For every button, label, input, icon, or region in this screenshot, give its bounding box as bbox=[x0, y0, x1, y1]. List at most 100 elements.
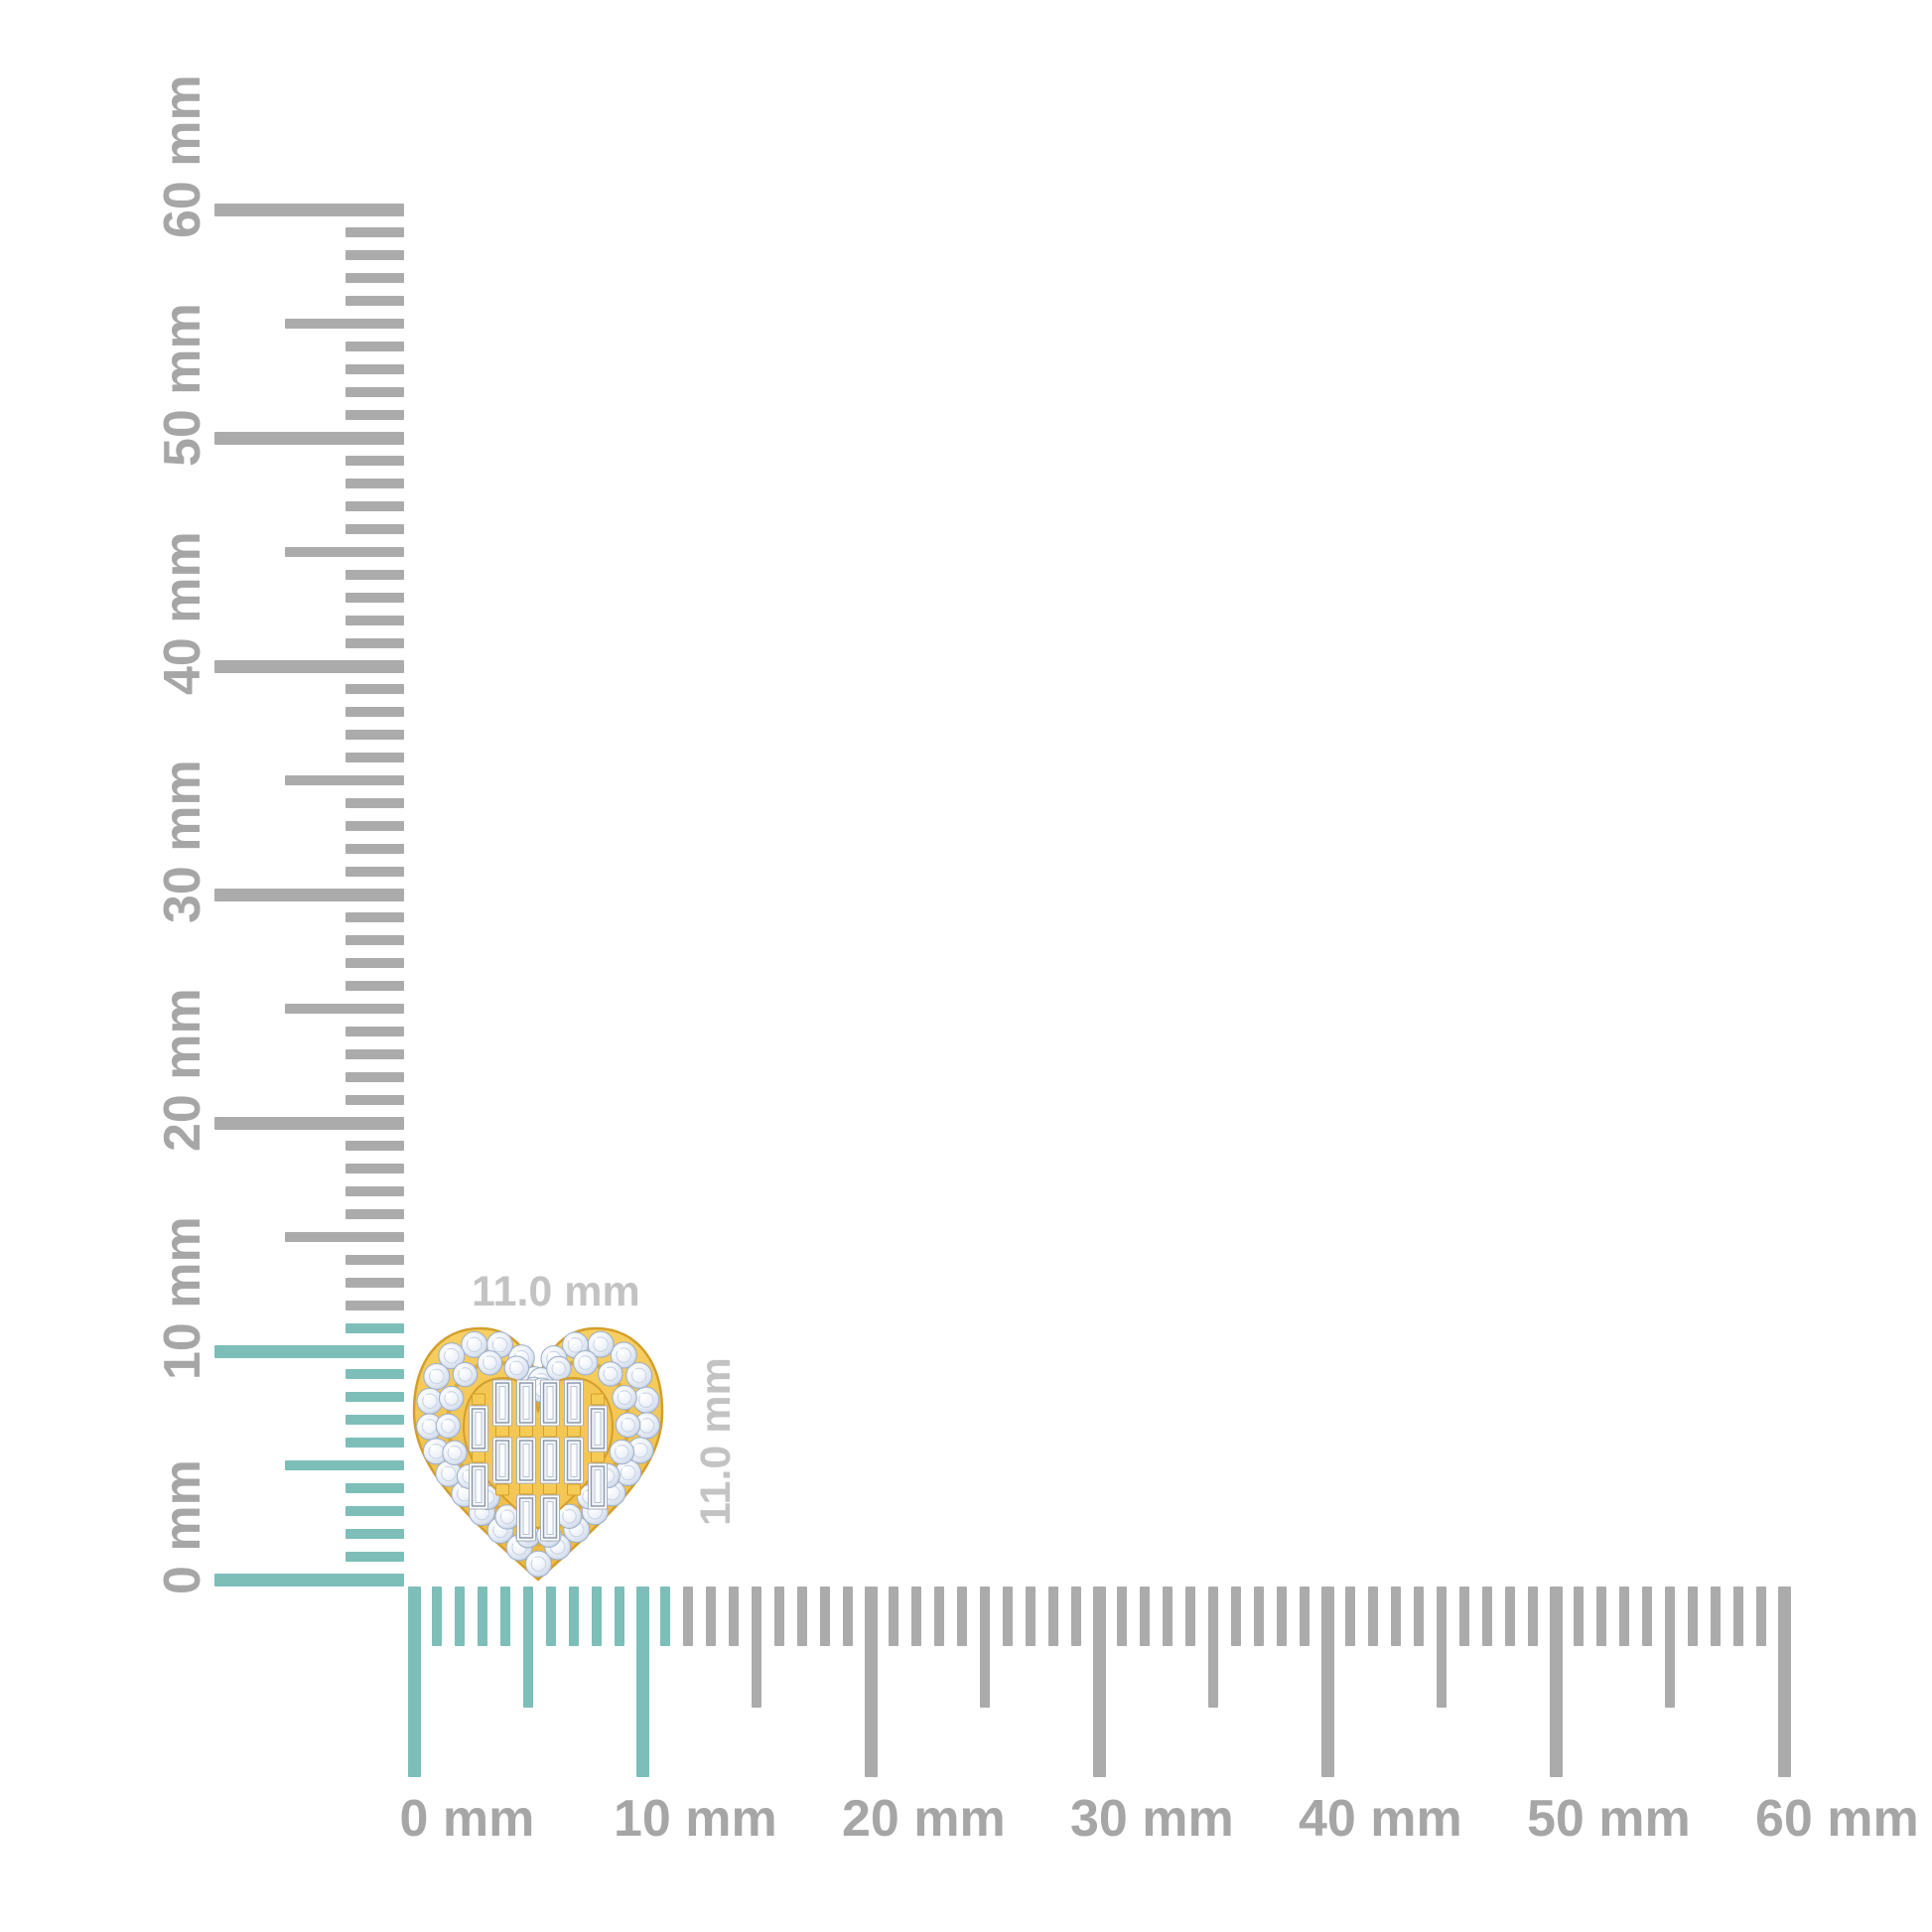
h-ruler-tick-49mm bbox=[1528, 1587, 1538, 1646]
h-ruler-tick-56mm bbox=[1688, 1587, 1698, 1646]
v-ruler-tick-6mm bbox=[345, 1438, 404, 1448]
v-ruler-tick-51mm bbox=[345, 410, 404, 420]
v-ruler-tick-8mm bbox=[345, 1392, 404, 1402]
v-ruler-tick-50mm bbox=[214, 431, 404, 445]
h-ruler-tick-47mm bbox=[1482, 1587, 1492, 1646]
h-ruler-tick-57mm bbox=[1711, 1587, 1721, 1646]
h-ruler-tick-33mm bbox=[1163, 1587, 1173, 1646]
v-ruler-tick-44mm bbox=[345, 570, 404, 580]
h-ruler-tick-52mm bbox=[1596, 1587, 1606, 1646]
h-ruler-tick-44mm bbox=[1414, 1587, 1424, 1646]
v-ruler-tick-9mm bbox=[345, 1369, 404, 1379]
h-ruler-tick-21mm bbox=[889, 1587, 898, 1646]
v-ruler-tick-27mm bbox=[345, 958, 404, 968]
v-ruler-tick-58mm bbox=[345, 250, 404, 260]
h-ruler-tick-42mm bbox=[1368, 1587, 1378, 1646]
h-ruler-tick-10mm bbox=[635, 1587, 649, 1777]
v-ruler-tick-0mm bbox=[214, 1573, 404, 1587]
h-ruler-label-0mm: 0 mm bbox=[399, 1790, 535, 1848]
v-ruler-tick-26mm bbox=[345, 981, 404, 991]
v-ruler-tick-12mm bbox=[345, 1301, 404, 1311]
h-ruler-tick-32mm bbox=[1140, 1587, 1150, 1646]
item-width-dimension-label: 11.0 mm bbox=[472, 1268, 640, 1315]
h-ruler-tick-39mm bbox=[1300, 1587, 1310, 1646]
h-ruler-label-40mm: 40 mm bbox=[1299, 1790, 1462, 1848]
v-ruler-tick-54mm bbox=[345, 342, 404, 351]
h-ruler-tick-15mm bbox=[752, 1587, 761, 1708]
h-ruler-tick-2mm bbox=[455, 1587, 465, 1646]
v-ruler-tick-3mm bbox=[345, 1506, 404, 1516]
h-ruler-tick-27mm bbox=[1026, 1587, 1035, 1646]
v-ruler-tick-20mm bbox=[214, 1116, 404, 1130]
h-ruler-tick-12mm bbox=[683, 1587, 693, 1646]
h-ruler-tick-3mm bbox=[478, 1587, 487, 1646]
h-ruler-tick-26mm bbox=[1003, 1587, 1013, 1646]
v-ruler-tick-25mm bbox=[285, 1004, 404, 1014]
h-ruler-tick-16mm bbox=[774, 1587, 784, 1646]
v-ruler-tick-22mm bbox=[345, 1072, 404, 1082]
v-ruler-tick-55mm bbox=[285, 319, 404, 329]
v-ruler-tick-39mm bbox=[345, 684, 404, 694]
v-ruler-tick-10mm bbox=[214, 1344, 404, 1358]
h-ruler-tick-59mm bbox=[1756, 1587, 1766, 1646]
h-ruler-tick-23mm bbox=[934, 1587, 944, 1646]
v-ruler-tick-46mm bbox=[345, 524, 404, 534]
h-ruler-tick-53mm bbox=[1619, 1587, 1629, 1646]
h-ruler-tick-48mm bbox=[1505, 1587, 1515, 1646]
h-ruler-tick-50mm bbox=[1549, 1587, 1563, 1777]
h-ruler-tick-38mm bbox=[1277, 1587, 1287, 1646]
v-ruler-tick-31mm bbox=[345, 867, 404, 877]
h-ruler-tick-14mm bbox=[729, 1587, 739, 1646]
v-ruler-tick-49mm bbox=[345, 456, 404, 466]
h-ruler-tick-41mm bbox=[1345, 1587, 1355, 1646]
h-ruler-tick-46mm bbox=[1459, 1587, 1469, 1646]
h-ruler-tick-0mm bbox=[407, 1587, 421, 1777]
h-ruler-tick-11mm bbox=[660, 1587, 670, 1646]
v-ruler-tick-30mm bbox=[214, 888, 404, 901]
v-ruler-tick-24mm bbox=[345, 1027, 404, 1036]
heart-stud-svg bbox=[412, 1326, 664, 1582]
v-ruler-tick-53mm bbox=[345, 364, 404, 374]
v-ruler-tick-57mm bbox=[345, 273, 404, 283]
v-ruler-tick-14mm bbox=[345, 1255, 404, 1265]
h-ruler-tick-35mm bbox=[1208, 1587, 1218, 1708]
h-ruler-tick-22mm bbox=[911, 1587, 921, 1646]
v-ruler-tick-45mm bbox=[285, 547, 404, 557]
h-ruler-tick-40mm bbox=[1320, 1587, 1334, 1777]
v-ruler-tick-35mm bbox=[285, 775, 404, 785]
h-ruler-tick-28mm bbox=[1048, 1587, 1058, 1646]
v-ruler-tick-21mm bbox=[345, 1095, 404, 1105]
v-ruler-tick-47mm bbox=[345, 501, 404, 511]
product-image-heart-diamond-stud bbox=[411, 1320, 665, 1587]
v-ruler-tick-37mm bbox=[345, 730, 404, 740]
h-ruler-tick-55mm bbox=[1665, 1587, 1675, 1708]
v-ruler-tick-56mm bbox=[345, 296, 404, 306]
v-ruler-tick-29mm bbox=[345, 912, 404, 922]
v-ruler-tick-28mm bbox=[345, 935, 404, 945]
h-ruler-label-60mm: 60 mm bbox=[1755, 1790, 1919, 1848]
v-ruler-tick-17mm bbox=[345, 1186, 404, 1196]
v-ruler-tick-13mm bbox=[345, 1278, 404, 1288]
h-ruler-tick-51mm bbox=[1574, 1587, 1584, 1646]
v-ruler-tick-42mm bbox=[345, 616, 404, 625]
v-ruler-tick-2mm bbox=[345, 1529, 404, 1539]
h-ruler-tick-19mm bbox=[843, 1587, 853, 1646]
baguette-diamond-field bbox=[469, 1379, 608, 1542]
h-ruler-tick-30mm bbox=[1092, 1587, 1106, 1777]
h-ruler-tick-24mm bbox=[957, 1587, 967, 1646]
v-ruler-tick-34mm bbox=[345, 798, 404, 808]
v-ruler-tick-23mm bbox=[345, 1049, 404, 1059]
h-ruler-tick-25mm bbox=[980, 1587, 990, 1708]
v-ruler-tick-33mm bbox=[345, 821, 404, 831]
h-ruler-tick-17mm bbox=[797, 1587, 807, 1646]
h-ruler-tick-29mm bbox=[1071, 1587, 1081, 1646]
h-ruler-tick-4mm bbox=[500, 1587, 510, 1646]
h-ruler-tick-31mm bbox=[1117, 1587, 1127, 1646]
v-ruler-tick-43mm bbox=[345, 593, 404, 603]
h-ruler-tick-8mm bbox=[592, 1587, 602, 1646]
v-ruler-tick-16mm bbox=[345, 1209, 404, 1219]
h-ruler-tick-34mm bbox=[1185, 1587, 1195, 1646]
v-ruler-tick-52mm bbox=[345, 387, 404, 397]
h-ruler-tick-18mm bbox=[820, 1587, 830, 1646]
